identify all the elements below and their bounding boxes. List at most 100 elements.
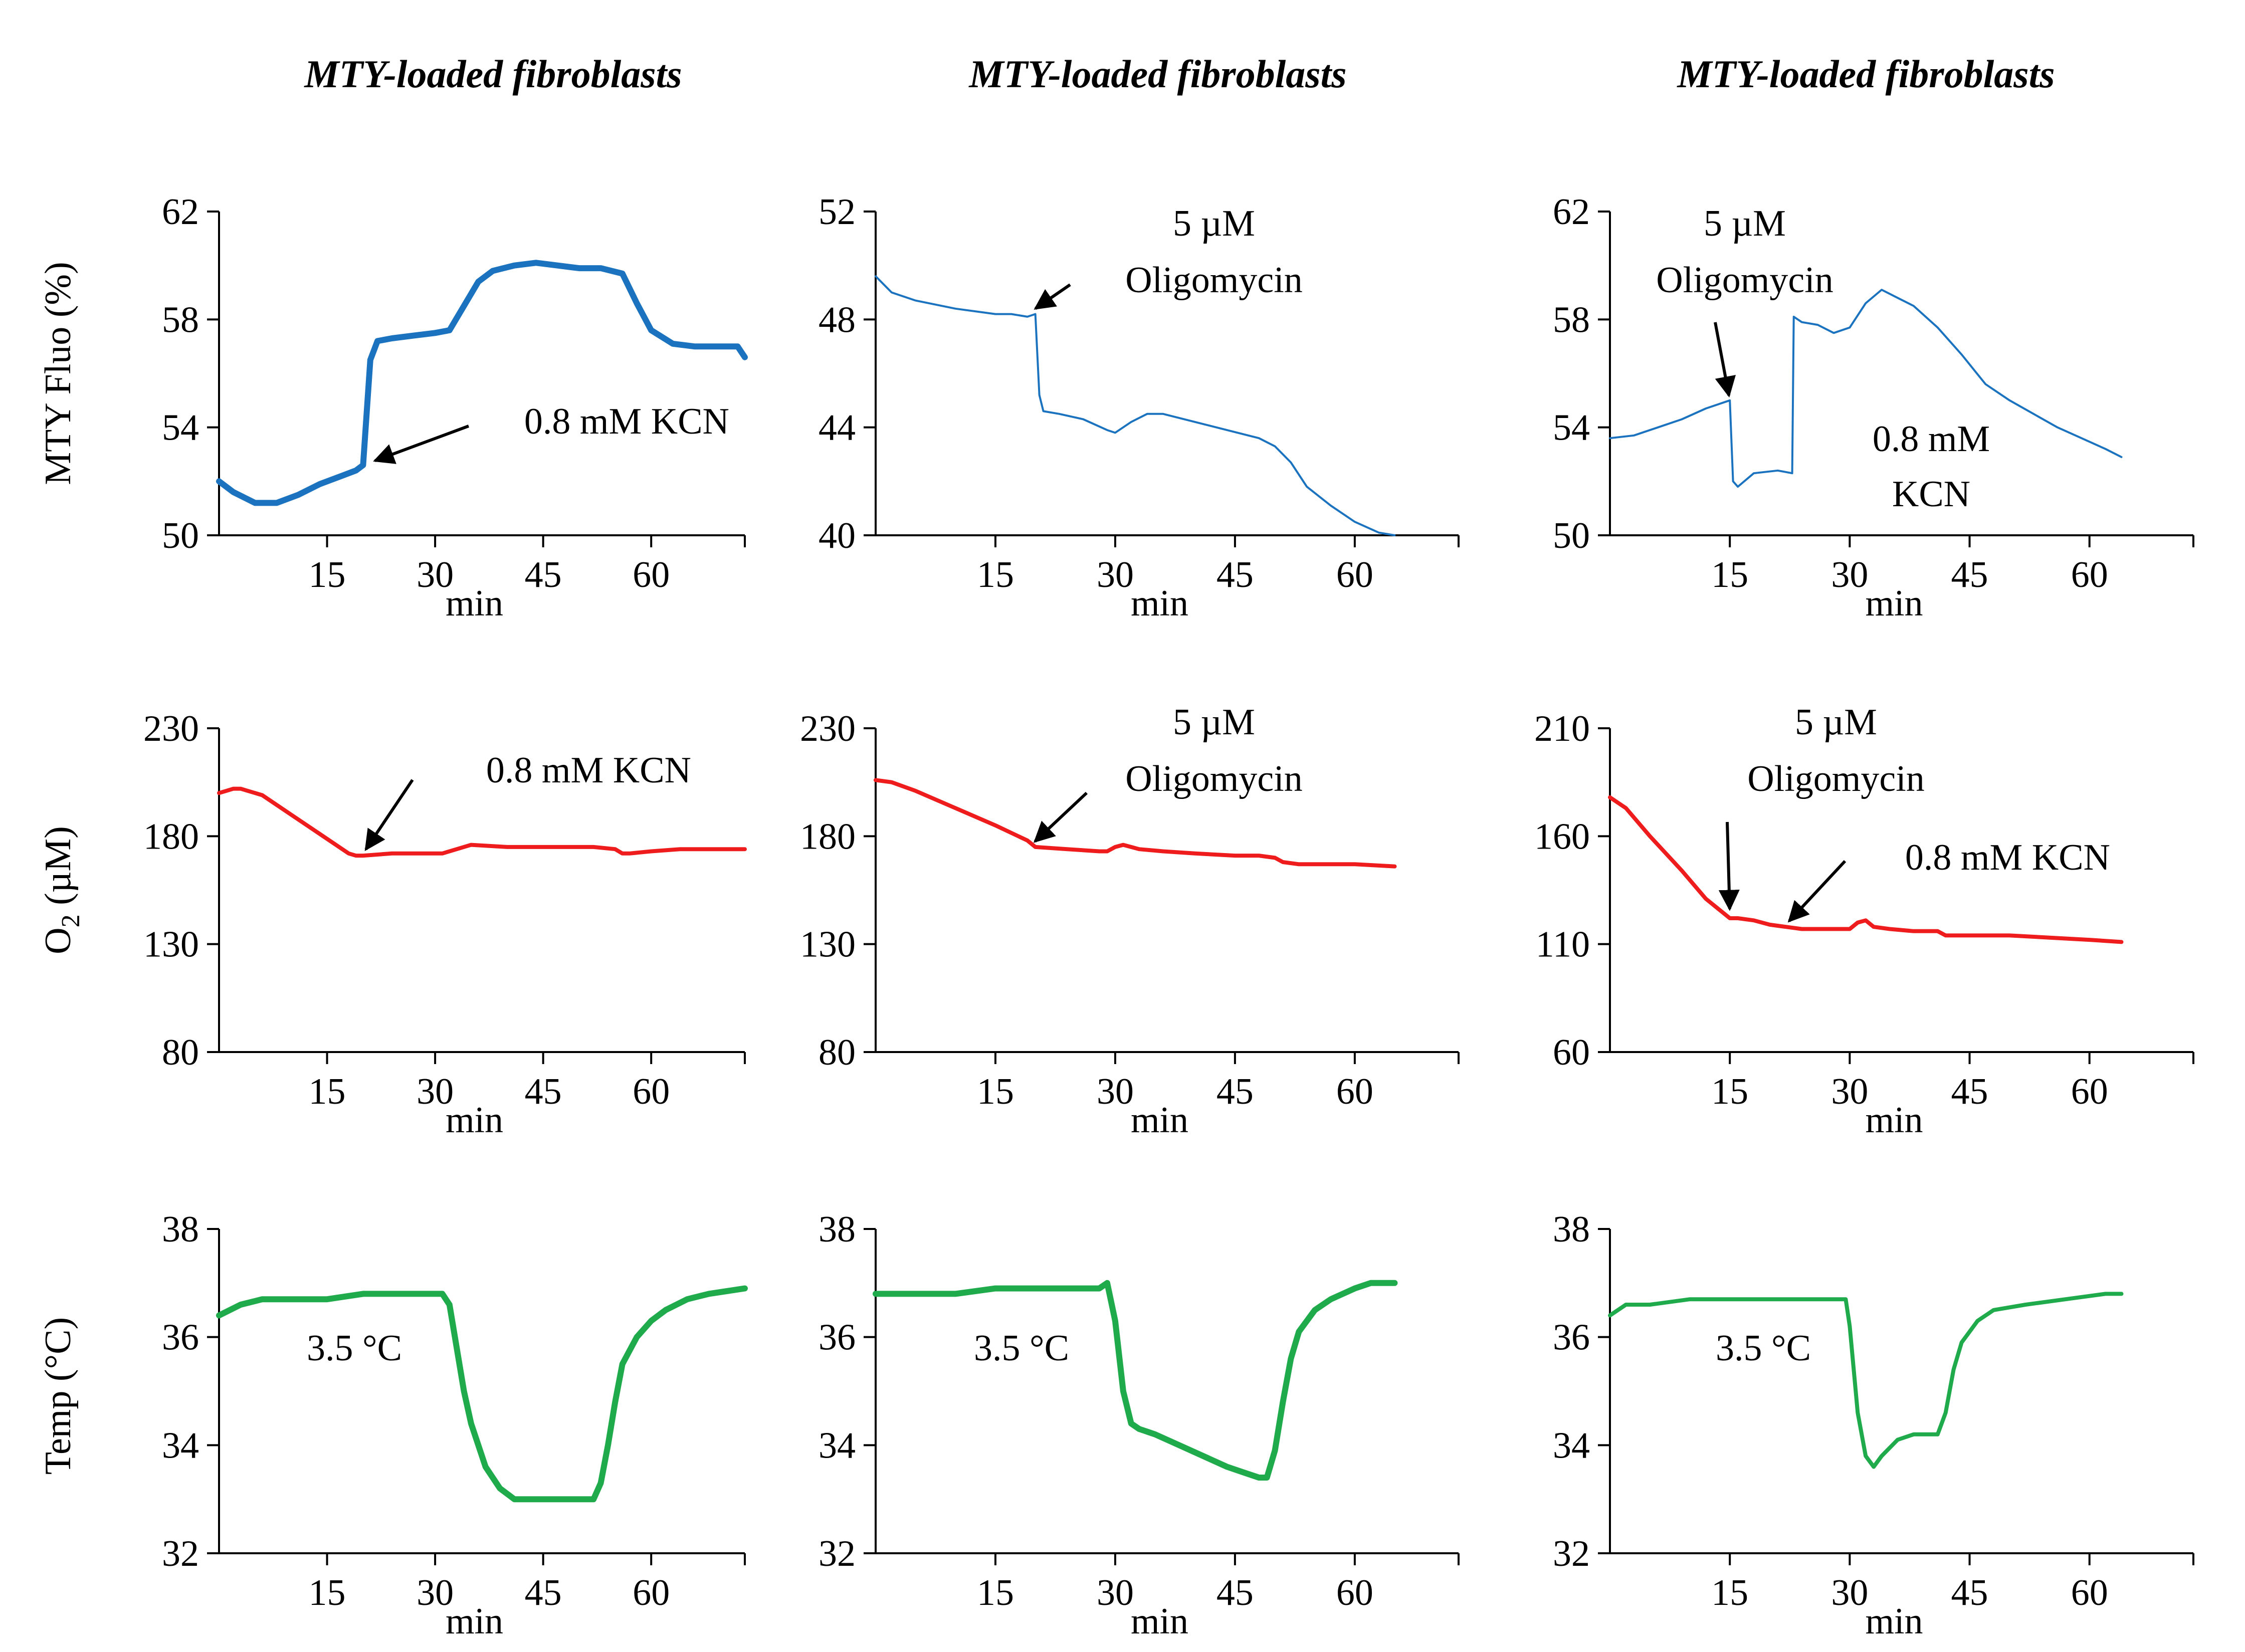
- y-tick-label: 50: [1553, 515, 1590, 556]
- o2-label-prefix: O: [38, 927, 79, 954]
- x-axis-label: min: [446, 1100, 503, 1141]
- x-tick-label: 45: [1216, 1572, 1254, 1613]
- x-tick-label: 45: [1951, 1572, 1988, 1613]
- series-line: [873, 1280, 1398, 1481]
- y-tick-label: 32: [162, 1533, 199, 1574]
- x-tick-label: 60: [1336, 554, 1373, 595]
- x-tick-label: 30: [417, 1572, 454, 1613]
- x-tick-label: 30: [1831, 554, 1868, 595]
- y-tick-label: 210: [1534, 708, 1590, 749]
- panel-o2-oligomycin: 80 130 180 230 15 30 45 60 min 5 µM Oligomycin: [800, 702, 1460, 1141]
- series-line: [874, 778, 1397, 869]
- x-axis-label: min: [1131, 583, 1188, 624]
- x-tick-label: 15: [977, 1572, 1014, 1613]
- x-tick-label: 30: [417, 554, 454, 595]
- annotation-text: 3.5 °C: [1716, 1328, 1811, 1369]
- annotation-text: 5 µM: [1173, 203, 1255, 244]
- x-tick-label: 30: [1831, 1071, 1868, 1112]
- y-axis-label-temp: Temp (°C): [38, 1317, 79, 1475]
- x-tick-label: 30: [1097, 1071, 1134, 1112]
- x-tick-label: 30: [1097, 1572, 1134, 1613]
- annotation-arrow: [1033, 791, 1088, 843]
- x-tick-label: 30: [1097, 554, 1134, 595]
- y-tick-label: 38: [819, 1209, 856, 1250]
- y-axis-label-fluo: MTY Fluo (%): [38, 262, 79, 485]
- panel-fluo-oligomycin-kcn: 50 54 58 62 15 30 45 60 min 5 µM Oligomycin 0.8 mM K…: [1553, 191, 2194, 624]
- annotation-arrow: [1714, 322, 1736, 398]
- y-tick-label: 50: [162, 515, 199, 556]
- x-tick-label: 45: [1951, 554, 1988, 595]
- y-tick-label: 58: [1553, 299, 1590, 340]
- y-axis-label-o2: O2 (µM): [38, 826, 85, 954]
- y-tick-label: 80: [819, 1032, 856, 1073]
- y-tick-label: 230: [143, 708, 199, 749]
- x-axis-label: min: [1865, 1601, 1923, 1642]
- panel-temp-kcn: 32 34 36 38 15 30 45 60 min 3.5 °C: [162, 1209, 748, 1642]
- x-tick-label: 60: [2071, 554, 2108, 595]
- annotation-text: 0.8 mM KCN: [524, 401, 729, 442]
- panel-temp-oligomycin: 32 34 36 38 15 30 45 60 min 3.5 °C: [819, 1209, 1460, 1642]
- x-tick-label: 15: [309, 1572, 346, 1613]
- y-tick-label: 44: [819, 407, 856, 449]
- y-tick-label: 48: [819, 299, 856, 340]
- series-line: [1608, 795, 2124, 944]
- o2-label-suffix: (µM): [38, 826, 79, 914]
- annotation-text-line2: Oligomycin: [1747, 758, 1925, 799]
- y-tick-label: 60: [1553, 1032, 1590, 1073]
- y-tick-label: 80: [162, 1032, 199, 1073]
- series-line: [216, 260, 748, 506]
- x-axis-label: min: [1131, 1601, 1188, 1642]
- y-tick-label: 180: [800, 816, 856, 857]
- x-tick-label: 15: [977, 554, 1014, 595]
- column-title-2: MTY-loaded fibroblasts: [968, 52, 1346, 96]
- y-tick-label: 36: [819, 1317, 856, 1358]
- y-tick-label: 54: [1553, 407, 1590, 449]
- column-title-1: MTY-loaded fibroblasts: [303, 52, 682, 96]
- x-axis-label: min: [1865, 583, 1923, 624]
- y-tick-label: 36: [162, 1317, 199, 1358]
- annotation-text-line2: KCN: [1892, 474, 1970, 515]
- annotation-text: 0.8 mM KCN: [1905, 837, 2110, 878]
- o2-label-subscript: 2: [57, 914, 85, 927]
- panel-fluo-kcn: 50 54 58 62 15 30 45 60 min 0.8 mM KCN: [162, 191, 748, 624]
- annotation-arrow: [364, 779, 414, 851]
- annotation-text-line2: Oligomycin: [1125, 260, 1303, 301]
- annotation-text: 5 µM: [1704, 203, 1786, 244]
- x-tick-label: 60: [2071, 1071, 2108, 1112]
- x-tick-label: 15: [1711, 1071, 1748, 1112]
- annotation-arrow: [1787, 860, 1847, 923]
- y-tick-label: 52: [819, 191, 856, 233]
- y-tick-label: 38: [162, 1209, 199, 1250]
- y-tick-label: 130: [800, 924, 856, 965]
- series-line: [217, 786, 747, 858]
- x-tick-label: 45: [1216, 554, 1254, 595]
- annotation-arrow: [373, 425, 470, 464]
- x-tick-label: 60: [633, 1071, 670, 1112]
- annotation-arrow: [1718, 821, 1740, 911]
- x-tick-label: 15: [309, 554, 346, 595]
- y-tick-label: 58: [162, 299, 199, 340]
- x-tick-label: 15: [1711, 1572, 1748, 1613]
- x-axis-label: min: [1865, 1100, 1923, 1141]
- series-line: [216, 1285, 748, 1503]
- y-tick-label: 32: [1553, 1533, 1590, 1574]
- y-tick-label: 180: [143, 816, 199, 857]
- x-tick-label: 30: [1831, 1572, 1868, 1613]
- x-tick-label: 45: [525, 554, 562, 595]
- y-tick-label: 110: [1536, 924, 1590, 965]
- x-tick-label: 60: [1336, 1572, 1373, 1613]
- x-axis-label: min: [446, 583, 503, 624]
- annotation-text-line2: Oligomycin: [1125, 758, 1303, 799]
- annotation-text: 0.8 mM KCN: [486, 750, 691, 791]
- annotation-text: 5 µM: [1795, 702, 1877, 743]
- x-tick-label: 60: [633, 1572, 670, 1613]
- x-axis-label: min: [1131, 1100, 1188, 1141]
- panel-temp-oligomycin-kcn: 32 34 36 38 15 30 45 60 min 3.5 °C: [1553, 1209, 2194, 1642]
- y-tick-label: 62: [162, 191, 199, 233]
- panel-o2-oligomycin-kcn: 60 110 160 210 15 30 45 60 min 5 µM Oligomycin 0.8 …: [1534, 702, 2194, 1141]
- y-tick-label: 40: [819, 515, 856, 556]
- y-tick-label: 34: [819, 1425, 856, 1466]
- x-tick-label: 60: [2071, 1572, 2108, 1613]
- panel-fluo-oligomycin: 40 44 48 52 15 30 45 60 min 5 µM Oligomycin: [819, 191, 1460, 624]
